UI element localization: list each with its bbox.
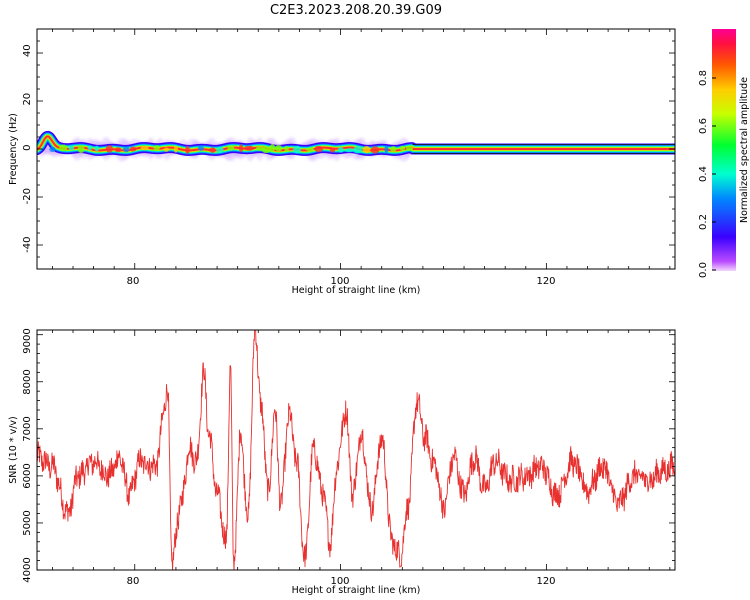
spectral-speckle [370, 146, 380, 154]
spectral-speckle [284, 145, 289, 152]
spectral-speckle [198, 145, 204, 151]
spectral-speckle [362, 145, 371, 154]
y-tick-label: 6000 [22, 463, 33, 488]
spectrogram-tick-marks [37, 28, 675, 270]
spectral-speckle [87, 145, 93, 151]
spectral-speckle [68, 145, 75, 150]
y-tick-label: 7000 [22, 416, 33, 441]
spectral-speckle [153, 145, 160, 151]
snr-series-line [37, 330, 675, 570]
snr-y-tick-labels: 4000 5000 6000 7000 8000 9000 [22, 328, 33, 582]
spectral-speckle [274, 144, 283, 152]
colorbar-tick-label: 0.4 [698, 166, 709, 182]
spectral-speckle [269, 144, 276, 153]
spectral-speckle [216, 146, 224, 154]
colorbar-tick-label: 0.0 [698, 262, 709, 278]
x-tick-label: 100 [330, 276, 349, 287]
spectral-speckle [185, 145, 190, 154]
snr-x-tick-labels: 80 100 120 [127, 576, 556, 587]
y-tick-label: -40 [22, 237, 33, 253]
spectral-speckle [261, 146, 271, 154]
spectrogram-y-axis-label: Frequency (Hz) [8, 113, 19, 185]
spectral-speckle [406, 145, 414, 152]
x-tick-label: 120 [536, 576, 555, 587]
colorbar-tick-label: 0.6 [698, 118, 709, 134]
snr-tick-marks [37, 330, 675, 571]
spectral-speckle [306, 147, 315, 152]
spectral-speckle [314, 145, 324, 153]
spectral-speckle [239, 144, 244, 153]
spectral-speckle [292, 145, 302, 154]
spectral-speckle [94, 145, 100, 152]
spectrogram-x-tick-labels: 80 100 120 [127, 276, 556, 287]
snr-y-axis-label: SNR (10 * v/v) [8, 416, 19, 484]
spectral-speckle [105, 145, 113, 153]
spectral-speckle [129, 146, 137, 152]
colorbar-gradient [712, 29, 736, 271]
spectrogram-panel: 80 100 120 -40 -20 0 20 40 Height of str… [8, 28, 676, 296]
colorbar-tick-label: 0.2 [698, 214, 709, 230]
spectral-speckle [352, 146, 363, 154]
y-tick-label: 5000 [22, 510, 33, 535]
spectral-speckle [123, 146, 130, 153]
y-tick-label: 4000 [22, 557, 33, 582]
spectral-speckle [49, 146, 56, 152]
y-tick-label: 40 [22, 44, 33, 57]
snr-axes-frame [36, 329, 676, 571]
spectral-speckle [329, 147, 336, 153]
spectral-speckle [173, 145, 178, 153]
spectral-speckle [209, 147, 216, 153]
spectral-speckle [59, 144, 68, 152]
spectrogram-y-tick-labels: -40 -20 0 20 40 [22, 44, 33, 253]
snr-panel: 80 100 120 4000 5000 6000 7000 8000 9000… [8, 328, 676, 596]
x-tick-label: 80 [127, 576, 140, 587]
colorbar-label: Normalized spectral amplitude [739, 77, 750, 223]
x-tick-label: 120 [536, 276, 555, 287]
figure-title: C2E3.2023.208.20.39.G09 [270, 3, 442, 18]
spectral-speckle [390, 146, 397, 152]
spectral-speckle [399, 145, 406, 151]
spectral-speckle [114, 147, 122, 153]
spectral-speckle [140, 145, 149, 151]
spectral-speckle [163, 147, 170, 152]
y-tick-label: 8000 [22, 369, 33, 394]
y-tick-label: -20 [22, 188, 33, 204]
spectral-speckle [77, 145, 85, 153]
spectrogram-ridge [37, 130, 675, 162]
snr-x-axis-label: Height of straight line (km) [292, 585, 421, 596]
spectral-speckle [344, 148, 355, 153]
spectral-speckle [337, 147, 344, 153]
spectral-speckle [244, 145, 254, 151]
colorbar-ticks [712, 77, 716, 271]
y-tick-label: 0 [22, 145, 33, 151]
colorbar: 0.0 0.2 0.4 0.6 0.8 Normalized spectral … [698, 29, 750, 278]
spectrogram-x-axis-label: Height of straight line (km) [292, 285, 421, 296]
y-tick-label: 20 [22, 93, 33, 106]
x-tick-label: 100 [330, 576, 349, 587]
spectral-speckle [227, 145, 235, 151]
spectral-speckle [384, 145, 389, 153]
x-tick-label: 80 [127, 276, 140, 287]
y-tick-label: 9000 [22, 328, 33, 353]
colorbar-tick-label: 0.8 [698, 70, 709, 86]
